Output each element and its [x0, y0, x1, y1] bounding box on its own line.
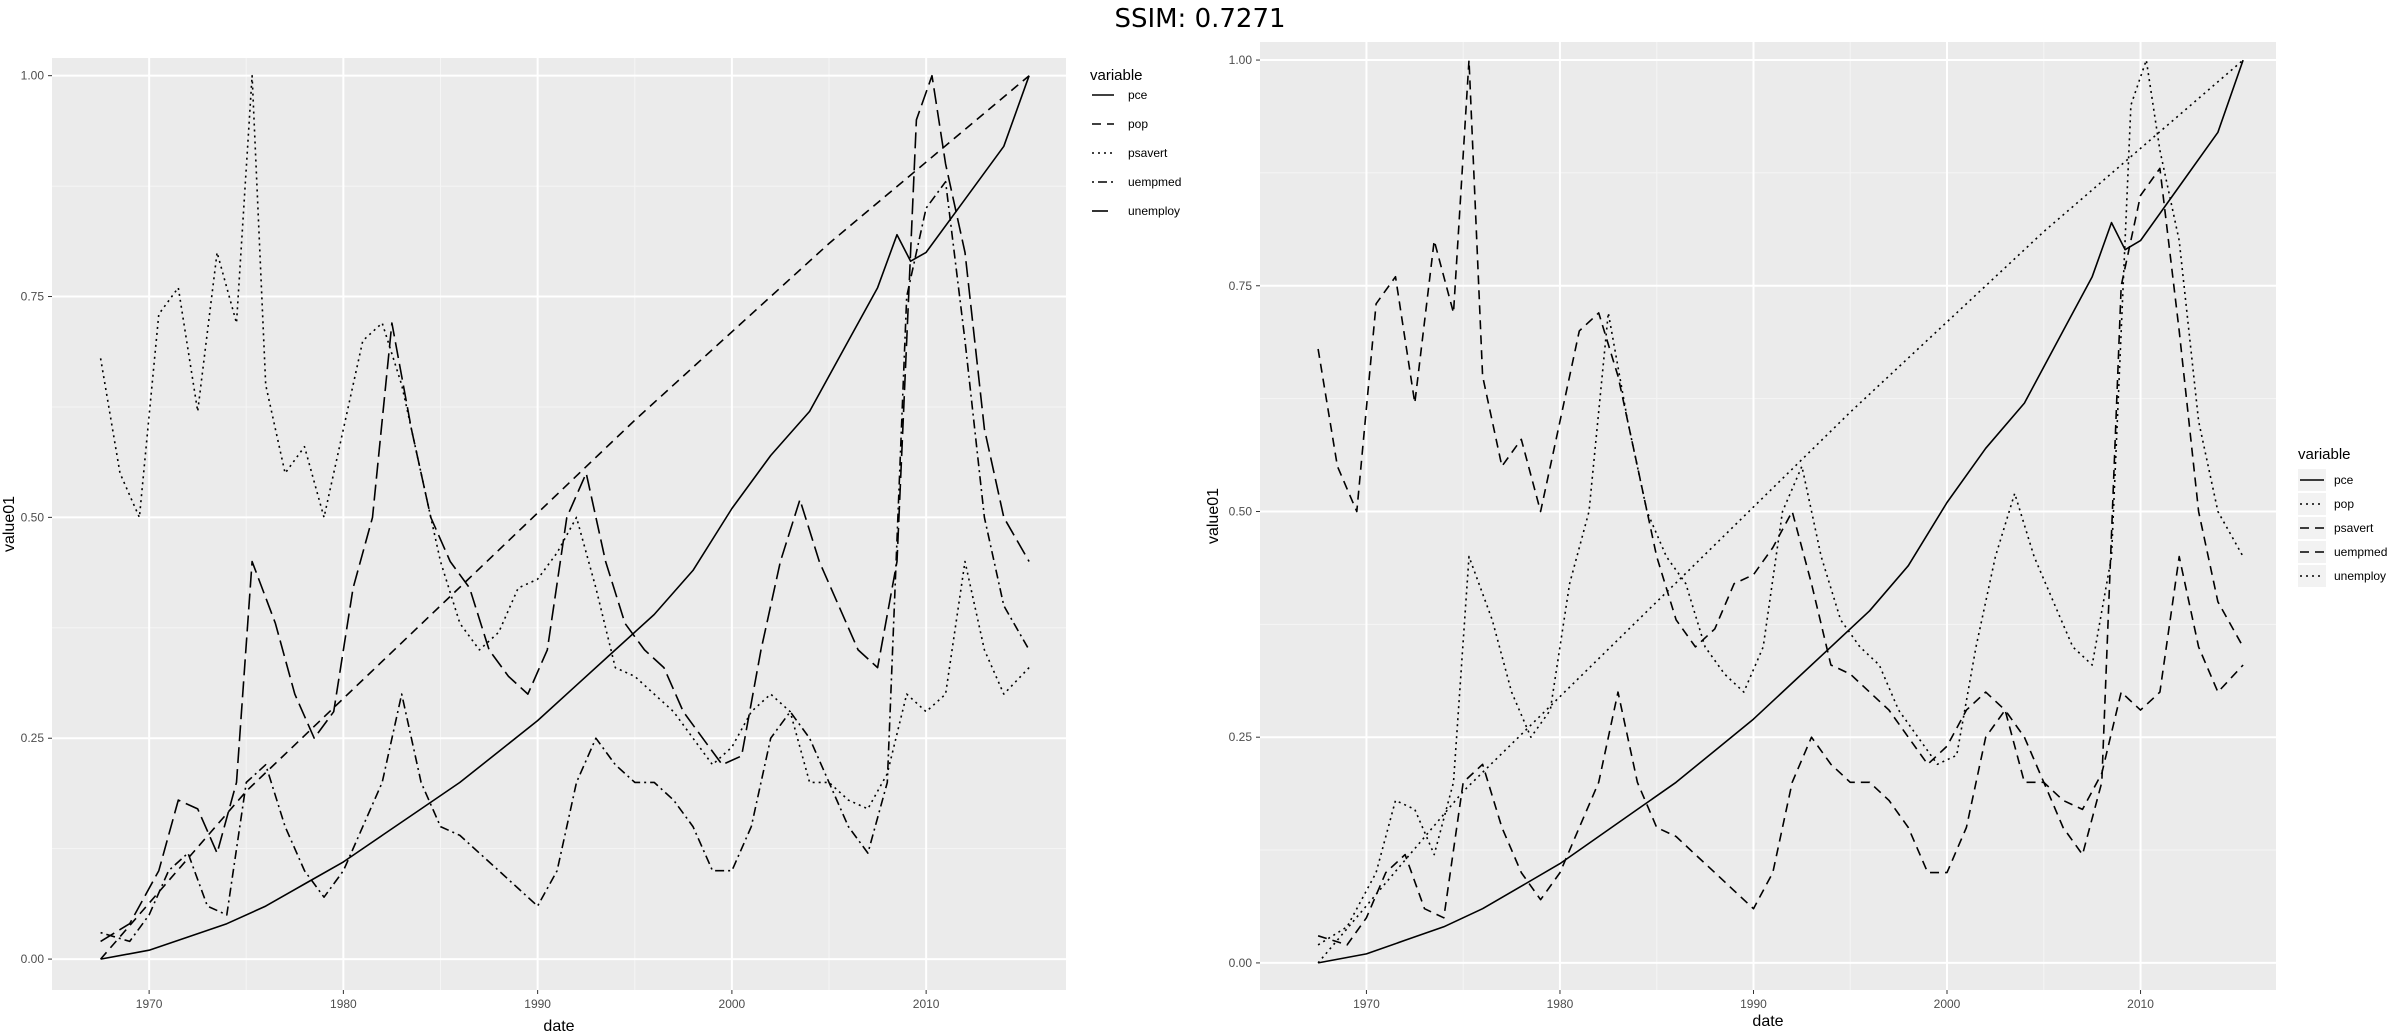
left-legend: variable pce pop psavert uempmed unemploy: [1090, 67, 1181, 218]
right-y-axis-title: value01: [1205, 488, 1222, 544]
legend-key-box: [2298, 541, 2326, 563]
x-tick-label: 1980: [1547, 997, 1574, 1011]
series-line-uempmed: [100, 180, 1030, 943]
y-tick-label: 0.00: [1229, 956, 1253, 970]
left-x-axis-title: date: [543, 1018, 574, 1034]
y-tick-label: 0.50: [1229, 504, 1253, 518]
legend-label-pop: pop: [2334, 497, 2354, 511]
left-legend-items: pce pop psavert uempmed unemploy: [1092, 88, 1181, 218]
series-line-psavert: [1317, 59, 2244, 811]
figure-title: SSIM: 0.7271: [1114, 4, 1286, 34]
y-tick-label: 0.00: [21, 952, 45, 966]
left-plot-background: [52, 58, 1066, 990]
y-tick-label: 0.75: [21, 290, 45, 304]
series-line-pop: [99, 75, 1030, 960]
x-tick-label: 1970: [136, 997, 163, 1011]
series-line-pce: [1317, 59, 2244, 964]
x-tick-label: 2000: [1934, 997, 1961, 1011]
y-tick-label: 0.75: [1229, 279, 1253, 293]
legend-label-uempmed: uempmed: [1128, 175, 1181, 189]
legend-label-unemploy: unemploy: [2334, 569, 2386, 583]
x-tick-label: 2010: [913, 997, 940, 1011]
legend-label-unemploy: unemploy: [1128, 204, 1180, 218]
x-tick-label: 2010: [2127, 997, 2154, 1011]
left-series-group: [99, 74, 1030, 960]
x-tick-label: 1980: [330, 997, 357, 1011]
series-line-pce: [100, 75, 1030, 960]
right-panel: 0.00 0.25 0.50 0.75 1.00 1970 1980 1990 2000 201…: [1205, 42, 2387, 1030]
left-legend-title: variable: [1090, 67, 1143, 84]
series-line-unemploy: [100, 74, 1030, 943]
series-line-unemploy: [1317, 59, 2244, 946]
right-grid: [1260, 42, 2276, 990]
right-legend-items: pce pop psavert uempmed unemploy: [2298, 469, 2387, 587]
right-y-ticks: 0.00 0.25 0.50 0.75 1.00: [1229, 53, 1260, 970]
legend-label-psavert: psavert: [2334, 521, 2374, 535]
legend-label-pop: pop: [1128, 117, 1148, 131]
series-line-uempmed: [1317, 167, 2244, 946]
right-series-group: [1317, 59, 2244, 964]
right-x-ticks: 1970 1980 1990 2000 2010: [1353, 990, 2154, 1011]
right-legend: variable pce pop psavert uempmed unemploy: [2298, 446, 2387, 587]
left-y-ticks: 0.00 0.25 0.50 0.75 1.00: [21, 69, 52, 966]
left-grid: [52, 58, 1066, 990]
x-tick-label: 1990: [524, 997, 551, 1011]
x-tick-label: 1970: [1353, 997, 1380, 1011]
series-line-pop: [1317, 59, 2244, 964]
right-plot-background: [1260, 42, 2276, 990]
left-panel: 0.00 0.25 0.50 0.75 1.00 1970 1980 1990 2000 201…: [1, 58, 1181, 1034]
y-tick-label: 1.00: [1229, 53, 1253, 67]
x-tick-label: 1990: [1740, 997, 1767, 1011]
right-x-axis-title: date: [1752, 1013, 1783, 1030]
y-tick-label: 0.25: [1229, 730, 1253, 744]
left-x-ticks: 1970 1980 1990 2000 2010: [136, 990, 940, 1011]
x-tick-label: 2000: [719, 997, 746, 1011]
series-line-psavert: [99, 74, 1030, 810]
legend-label-psavert: psavert: [1128, 146, 1168, 160]
y-tick-label: 0.50: [21, 510, 45, 524]
left-y-axis-title: value01: [1, 496, 18, 552]
legend-key-box: [2298, 517, 2326, 539]
legend-label-pce: pce: [1128, 88, 1148, 102]
y-tick-label: 1.00: [21, 69, 45, 83]
right-legend-title: variable: [2298, 446, 2351, 463]
legend-label-pce: pce: [2334, 473, 2354, 487]
legend-label-uempmed: uempmed: [2334, 545, 2387, 559]
y-tick-label: 0.25: [21, 731, 45, 745]
